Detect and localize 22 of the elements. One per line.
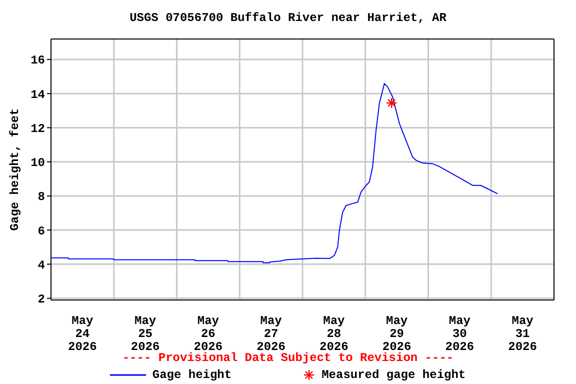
x-tick-label: May 30 2026 (445, 314, 474, 354)
x-tick-label: May 31 2026 (508, 314, 537, 354)
x-tick-label: May 28 2026 (320, 314, 348, 354)
x-tick-label: May 24 2026 (68, 314, 97, 354)
legend-label: Gage height (152, 368, 232, 382)
x-tick-label: May 27 2026 (256, 314, 286, 354)
y-tick-label: 14 (30, 88, 45, 102)
y-tick-label: 12 (30, 122, 45, 136)
y-tick-label: 10 (30, 156, 45, 170)
line-series (51, 83, 498, 264)
x-tick-label: May 29 2026 (382, 314, 412, 354)
x-tick-label: May 26 2026 (194, 314, 223, 354)
y-tick-label: 6 (38, 224, 45, 238)
y-axis-title: Gage height, feet (8, 108, 22, 231)
chart-title: USGS 07056700 Buffalo River near Harriet, AR (128, 11, 448, 25)
y-tick-label: 8 (38, 190, 45, 204)
text: ---- Provisional Data Subject to Revision ---- (122, 351, 454, 365)
y-tick-label: 2 (38, 292, 45, 307)
y-tick-label: 16 (30, 54, 45, 68)
legend-label: Measured gage height (322, 368, 466, 382)
y-tick-label: 4 (38, 258, 45, 272)
x-tick-label: May 25 2026 (130, 314, 160, 354)
